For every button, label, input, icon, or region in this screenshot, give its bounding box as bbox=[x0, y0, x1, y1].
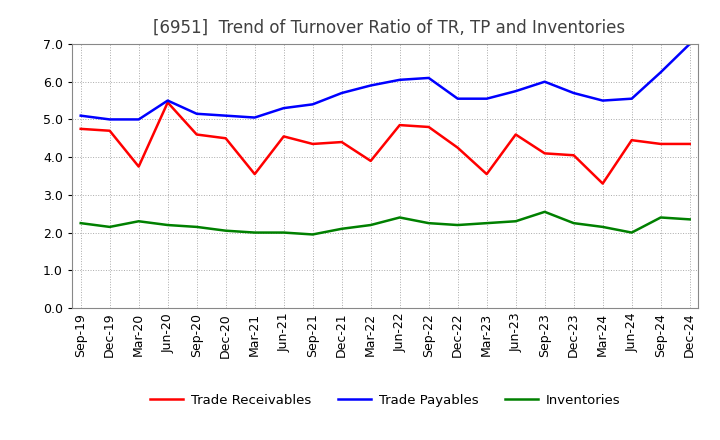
Trade Payables bbox=[598, 98, 607, 103]
Trade Receivables bbox=[192, 132, 201, 137]
Inventories bbox=[627, 230, 636, 235]
Inventories bbox=[76, 220, 85, 226]
Trade Receivables bbox=[598, 181, 607, 186]
Trade Payables bbox=[685, 41, 694, 47]
Trade Receivables bbox=[251, 172, 259, 177]
Inventories bbox=[279, 230, 288, 235]
Inventories bbox=[366, 222, 375, 227]
Trade Payables bbox=[424, 75, 433, 81]
Trade Receivables bbox=[657, 141, 665, 147]
Inventories bbox=[395, 215, 404, 220]
Inventories bbox=[598, 224, 607, 230]
Trade Receivables bbox=[279, 134, 288, 139]
Inventories bbox=[192, 224, 201, 230]
Inventories bbox=[251, 230, 259, 235]
Trade Receivables bbox=[105, 128, 114, 133]
Inventories bbox=[570, 220, 578, 226]
Trade Payables bbox=[454, 96, 462, 101]
Trade Receivables bbox=[511, 132, 520, 137]
Inventories bbox=[308, 232, 317, 237]
Line: Trade Payables: Trade Payables bbox=[81, 44, 690, 119]
Trade Payables bbox=[657, 70, 665, 75]
Trade Payables bbox=[308, 102, 317, 107]
Inventories bbox=[105, 224, 114, 230]
Inventories bbox=[221, 228, 230, 233]
Trade Payables bbox=[338, 90, 346, 95]
Trade Receivables bbox=[163, 100, 172, 105]
Trade Receivables bbox=[627, 138, 636, 143]
Line: Inventories: Inventories bbox=[81, 212, 690, 235]
Inventories bbox=[657, 215, 665, 220]
Trade Payables bbox=[366, 83, 375, 88]
Trade Receivables bbox=[424, 125, 433, 130]
Trade Receivables bbox=[76, 126, 85, 132]
Trade Payables bbox=[135, 117, 143, 122]
Line: Trade Receivables: Trade Receivables bbox=[81, 103, 690, 183]
Inventories bbox=[685, 217, 694, 222]
Trade Receivables bbox=[482, 172, 491, 177]
Trade Receivables bbox=[541, 151, 549, 156]
Trade Payables bbox=[279, 106, 288, 111]
Inventories bbox=[338, 226, 346, 231]
Trade Receivables bbox=[570, 153, 578, 158]
Trade Receivables bbox=[135, 164, 143, 169]
Trade Payables bbox=[511, 88, 520, 94]
Inventories bbox=[424, 220, 433, 226]
Trade Payables bbox=[105, 117, 114, 122]
Inventories bbox=[135, 219, 143, 224]
Inventories bbox=[454, 222, 462, 227]
Text: [6951]  Trend of Turnover Ratio of TR, TP and Inventories: [6951] Trend of Turnover Ratio of TR, TP… bbox=[153, 19, 626, 37]
Trade Payables bbox=[570, 90, 578, 95]
Trade Payables bbox=[541, 79, 549, 84]
Trade Receivables bbox=[454, 145, 462, 150]
Trade Receivables bbox=[366, 158, 375, 164]
Inventories bbox=[163, 222, 172, 227]
Trade Payables bbox=[251, 115, 259, 120]
Trade Payables bbox=[76, 113, 85, 118]
Trade Payables bbox=[221, 113, 230, 118]
Trade Receivables bbox=[221, 136, 230, 141]
Trade Payables bbox=[395, 77, 404, 82]
Inventories bbox=[482, 220, 491, 226]
Trade Receivables bbox=[308, 141, 317, 147]
Inventories bbox=[541, 209, 549, 214]
Trade Receivables bbox=[685, 141, 694, 147]
Trade Receivables bbox=[338, 139, 346, 145]
Trade Payables bbox=[192, 111, 201, 117]
Trade Payables bbox=[482, 96, 491, 101]
Trade Receivables bbox=[395, 122, 404, 128]
Trade Payables bbox=[163, 98, 172, 103]
Trade Payables bbox=[627, 96, 636, 101]
Inventories bbox=[511, 219, 520, 224]
Legend: Trade Receivables, Trade Payables, Inventories: Trade Receivables, Trade Payables, Inven… bbox=[145, 389, 626, 412]
